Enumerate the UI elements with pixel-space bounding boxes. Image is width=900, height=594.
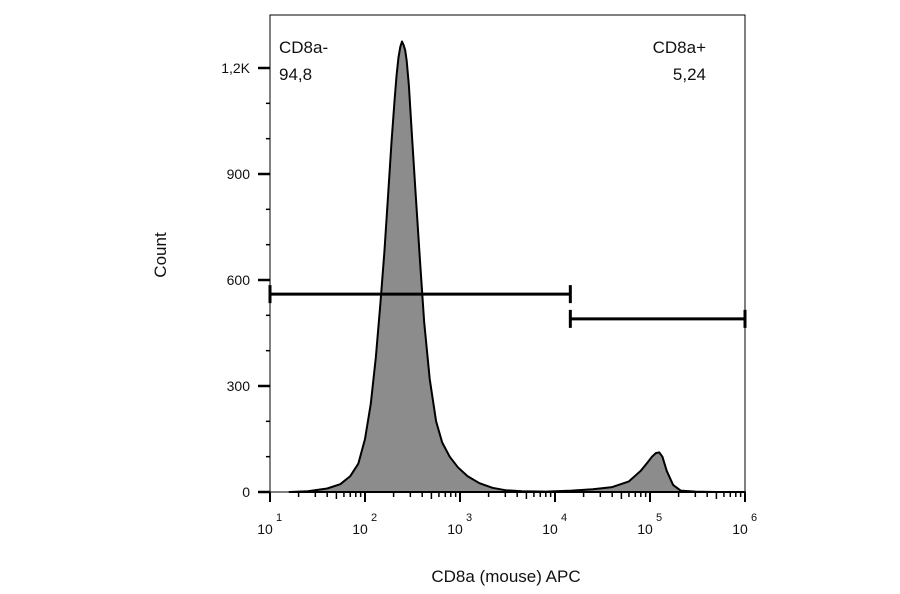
x-tick-exponent-2: 3 [466, 512, 472, 524]
x-tick-label-5: 10 [732, 521, 748, 537]
gate-value-neg: 94,8 [279, 65, 312, 84]
gate-label-pos: CD8a+ [653, 38, 706, 57]
histogram-area-0 [288, 40, 746, 493]
gate-label-neg: CD8a- [279, 38, 328, 57]
x-tick-label-2: 10 [447, 521, 463, 537]
x-tick-exponent-0: 1 [276, 512, 282, 524]
plot-area [269, 14, 746, 493]
x-tick-exponent-5: 6 [751, 512, 757, 524]
y-tick-label-2: 600 [227, 272, 251, 288]
gate-value-pos: 5,24 [673, 65, 706, 84]
x-tick-label-1: 10 [352, 521, 368, 537]
gates [268, 285, 747, 328]
y-axis: 0 300 600 900 1,2K [221, 60, 270, 500]
x-tick-label-4: 10 [637, 521, 653, 537]
x-tick-label-0: 10 [257, 521, 273, 537]
x-tick-exponent-1: 2 [371, 512, 377, 524]
x-tick-label-3: 10 [542, 521, 558, 537]
x-tick-exponent-3: 4 [561, 512, 567, 524]
plot-frame [269, 14, 746, 493]
y-tick-label-4: 1,2K [221, 60, 250, 76]
y-tick-label-3: 900 [227, 166, 251, 182]
x-axis-title: CD8a (mouse) APC [431, 567, 580, 586]
y-axis-title: Count [151, 232, 170, 278]
y-tick-label-0: 0 [242, 484, 250, 500]
y-tick-label-1: 300 [227, 378, 251, 394]
x-tick-exponent-4: 5 [656, 512, 662, 524]
